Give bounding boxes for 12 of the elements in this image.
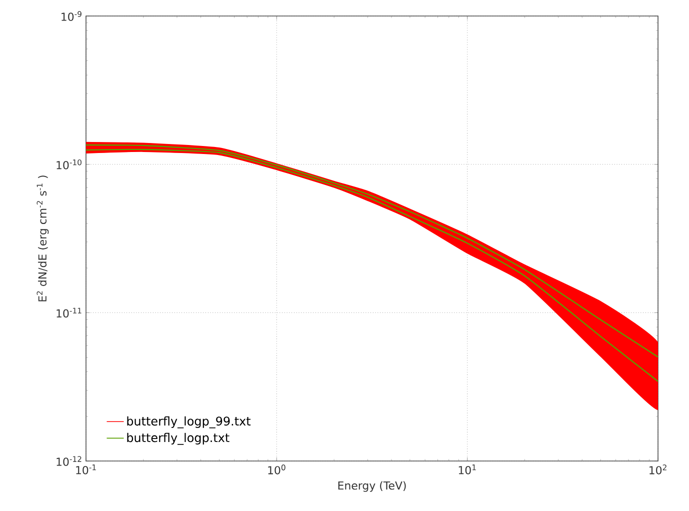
x-tick-label: 10$^{1}$ bbox=[458, 464, 476, 474]
x-tick-label: 10$^{-1}$ bbox=[76, 464, 96, 474]
y-tick-label: 10$^{-12}$ bbox=[56, 456, 82, 466]
x-tick-label: 10$^{2}$ bbox=[650, 464, 666, 474]
x-axis-title: Energy (TeV) bbox=[338, 481, 406, 492]
y-tick-label: 10$^{-11}$ bbox=[56, 308, 82, 318]
y-axis-title: E$^{2}$ dN/dE (erg cm$^{-2}$ s$^{-1}$ ) bbox=[36, 176, 49, 302]
x-tick-label: 10$^{0}$ bbox=[268, 464, 286, 474]
legend-label: butterfly_logp_99.txt bbox=[127, 416, 251, 428]
legend-label: butterfly_logp.txt bbox=[127, 432, 230, 445]
y-tick-label: 10$^{-10}$ bbox=[56, 159, 82, 170]
y-tick-label: 10$^{-9}$ bbox=[62, 11, 82, 21]
